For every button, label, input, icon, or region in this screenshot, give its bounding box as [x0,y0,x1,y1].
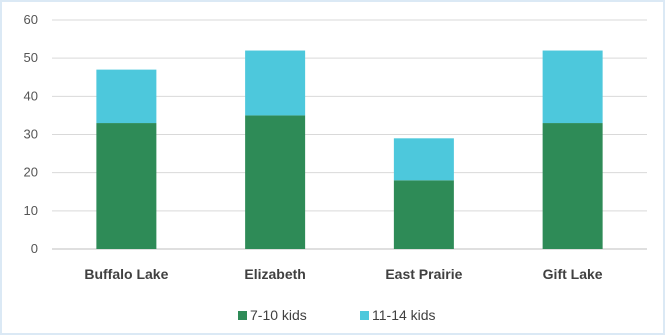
legend-label: 7-10 kids [250,307,307,323]
bars [96,51,602,249]
x-category-label: East Prairie [385,266,462,282]
legend-swatch [238,311,247,320]
y-tick-label: 20 [24,165,38,180]
bar-segment-series-1 [96,123,156,249]
legend-swatch [360,311,369,320]
x-category-label: Gift Lake [543,266,603,282]
bar-segment-series-1 [245,115,305,249]
bar-segment-series-2 [543,51,603,124]
y-tick-label: 10 [24,203,38,218]
y-tick-label: 30 [24,127,38,142]
legend-label: 11-14 kids [372,307,436,323]
bar-segment-series-2 [245,51,305,116]
x-category-label: Elizabeth [244,266,305,282]
bar-segment-series-1 [543,123,603,249]
y-tick-label: 0 [31,241,38,256]
y-tick-label: 50 [24,50,38,65]
x-category-label: Buffalo Lake [84,266,168,282]
legend: 7-10 kids 11-14 kids [238,307,436,323]
y-axis: 0 10 20 30 40 50 60 [24,12,38,256]
y-tick-label: 40 [24,88,38,103]
bar-segment-series-2 [96,70,156,123]
x-axis: Buffalo Lake Elizabeth East Prairie Gift La… [84,266,602,282]
y-tick-label: 60 [24,12,38,27]
bar-segment-series-1 [394,180,454,249]
bar-segment-series-2 [394,138,454,180]
